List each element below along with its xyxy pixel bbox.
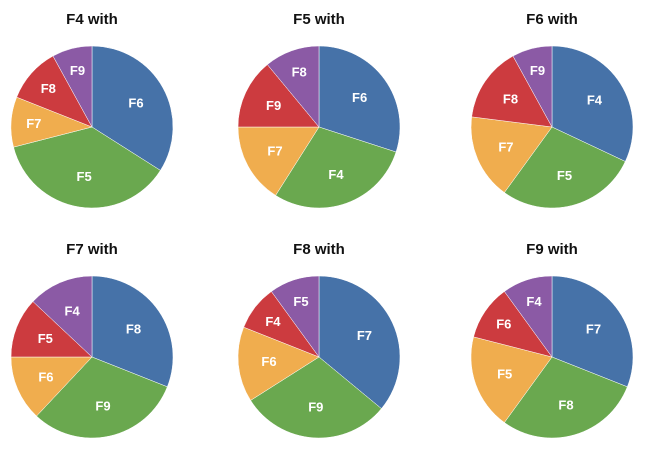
pie-slice-f9 xyxy=(52,45,93,128)
pie-slice-label-f9: F9 xyxy=(530,63,545,78)
pie-slice-f5 xyxy=(13,126,161,209)
pie-slice-label-f8: F8 xyxy=(126,321,141,336)
pie-slice-label-f9: F9 xyxy=(95,399,110,414)
pie-slice-f5 xyxy=(271,275,320,358)
pie-chart-4: F7 with F8 F9 F6 F5 F4 xyxy=(10,241,174,439)
pie-slice-f6 xyxy=(318,45,401,153)
pie-slice-label-f5: F5 xyxy=(293,294,308,309)
pie-slice-f7 xyxy=(551,275,634,388)
pie-slice-label-f8: F8 xyxy=(292,65,307,80)
pie-slice-f6 xyxy=(10,356,93,417)
pie-slice-f9 xyxy=(36,356,168,439)
pie-slice-label-f4: F4 xyxy=(587,93,603,108)
pie-slice-f8 xyxy=(504,356,628,439)
pie-title-2: F5 with xyxy=(293,11,345,28)
pie-slice-label-f6: F6 xyxy=(128,95,143,110)
pie-title-5: F8 with xyxy=(293,241,345,258)
pie-slice-label-f9: F9 xyxy=(308,400,323,415)
pie-slice-label-f9: F9 xyxy=(266,98,281,113)
pie-slice-f9 xyxy=(250,356,382,439)
pie-slice-f7 xyxy=(237,126,320,196)
pie-slice-label-f6: F6 xyxy=(496,317,511,332)
pie-chart-5: F8 with F7 F9 F6 F4 F5 xyxy=(237,241,401,439)
pie-slice-label-f5: F5 xyxy=(77,169,92,184)
pie-slice-f4 xyxy=(275,126,397,209)
pie-slice-f9 xyxy=(512,45,553,128)
pie-slice-label-f7: F7 xyxy=(357,328,372,343)
pie-chart-2: F5 with F6 F4 F7 F9 F8 xyxy=(237,11,401,209)
pie-slice-label-f4: F4 xyxy=(265,314,281,329)
pie-title-3: F6 with xyxy=(526,11,578,28)
pie-chart-1: F4 with F6 F5 F7 F8 F9 xyxy=(10,11,174,209)
pie-chart-6: F9 with F7 F8 F5 F6 F4 xyxy=(470,241,634,439)
pie-slice-f9 xyxy=(237,64,320,128)
pie-slice-label-f5: F5 xyxy=(497,367,512,382)
pie-slice-f6 xyxy=(237,326,320,401)
pie-slice-f4 xyxy=(504,275,553,358)
pie-slice-label-f9: F9 xyxy=(70,63,85,78)
pie-chart-3: F6 with F4 F5 F7 F8 F9 xyxy=(470,11,634,209)
pie-slice-label-f7: F7 xyxy=(586,321,601,336)
pie-slice-label-f8: F8 xyxy=(41,81,56,96)
pie-slice-f5 xyxy=(504,126,626,209)
pie-slice-label-f7: F7 xyxy=(26,116,41,131)
pie-slice-f7 xyxy=(318,275,401,409)
pie-slice-label-f4: F4 xyxy=(65,303,81,318)
pie-slice-label-f6: F6 xyxy=(38,369,53,384)
pie-slice-label-f7: F7 xyxy=(498,139,513,154)
pie-slice-f5 xyxy=(10,301,93,358)
pie-slice-label-f5: F5 xyxy=(557,168,572,183)
pie-slice-label-f7: F7 xyxy=(267,144,282,159)
pie-slice-label-f8: F8 xyxy=(558,398,573,413)
pie-slice-f4 xyxy=(32,275,93,358)
pie-slice-label-f5: F5 xyxy=(38,331,53,346)
pie-slice-f8 xyxy=(91,275,174,388)
pie-title-1: F4 with xyxy=(66,11,118,28)
pie-slice-label-f8: F8 xyxy=(503,91,518,106)
pie-slice-f8 xyxy=(471,55,553,128)
pie-slice-f6 xyxy=(91,45,174,171)
pie-title-6: F9 with xyxy=(526,241,578,258)
pie-slice-label-f6: F6 xyxy=(352,90,367,105)
pie-slice-f4 xyxy=(551,45,634,162)
pie-slice-label-f4: F4 xyxy=(328,167,344,182)
pie-slice-f8 xyxy=(267,45,320,128)
pie-title-4: F7 with xyxy=(66,241,118,258)
pie-slice-f5 xyxy=(470,336,553,423)
pie-slice-f7 xyxy=(470,116,553,193)
pie-slice-label-f4: F4 xyxy=(526,294,542,309)
pie-slice-label-f6: F6 xyxy=(261,354,276,369)
